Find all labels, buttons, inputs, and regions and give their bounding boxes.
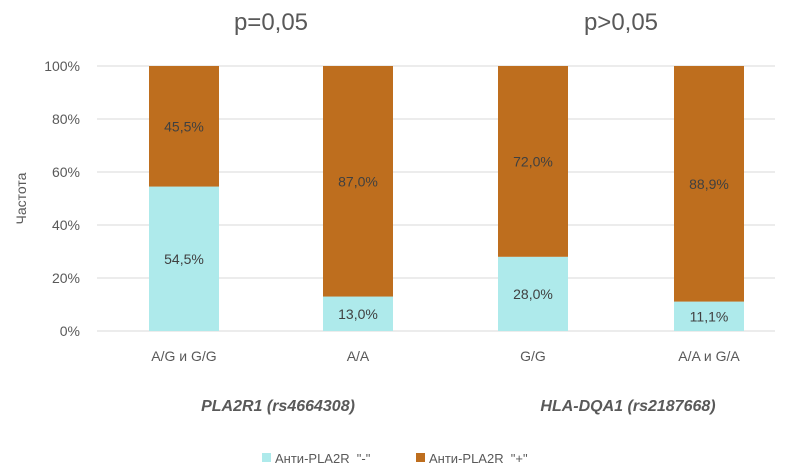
y-tick-label: 80% [52,111,80,127]
bar-segment-negative [498,256,568,331]
bar-segment-negative [149,186,219,331]
gene-group-label: PLA2R1 (rs4664308) [201,398,355,415]
bar-segment-negative [323,296,393,331]
data-label: 54,5% [164,251,204,267]
bar-segment-positive [149,66,219,187]
x-tick-label: G/G [520,348,546,364]
bar-segment-negative [674,301,744,331]
y-tick-label: 0% [60,323,80,339]
data-label: 11,1% [690,308,729,324]
legend-swatch-negative [262,453,271,462]
data-label: 87,0% [338,173,378,189]
p-value-annotation: p=0,05 [234,9,308,36]
y-tick-label: 20% [52,270,80,286]
y-tick-label: 60% [52,164,80,180]
data-label: 72,0% [513,153,553,169]
legend-swatch-positive [416,453,425,462]
p-value-annotation: p>0,05 [584,9,658,36]
bar-segment-positive [323,66,393,297]
y-tick-label: 100% [44,58,80,74]
y-axis-label: Частота [13,172,29,224]
y-tick-label: 40% [52,217,80,233]
legend-label: Анти-PLA2R "-" [275,451,371,466]
data-label: 45,5% [164,118,204,134]
x-tick-label: A/A и G/A [678,348,740,364]
data-label: 88,9% [689,176,729,192]
x-tick-label: A/G и G/G [151,348,216,364]
bar-segment-positive [498,66,568,257]
data-label: 28,0% [513,286,553,302]
x-tick-label: A/A [347,348,370,364]
bar-segment-positive [674,66,744,302]
legend-label: Анти-PLA2R "+" [429,451,528,466]
gene-group-label: HLA-DQA1 (rs2187668) [540,398,715,415]
data-label: 13,0% [338,306,378,322]
